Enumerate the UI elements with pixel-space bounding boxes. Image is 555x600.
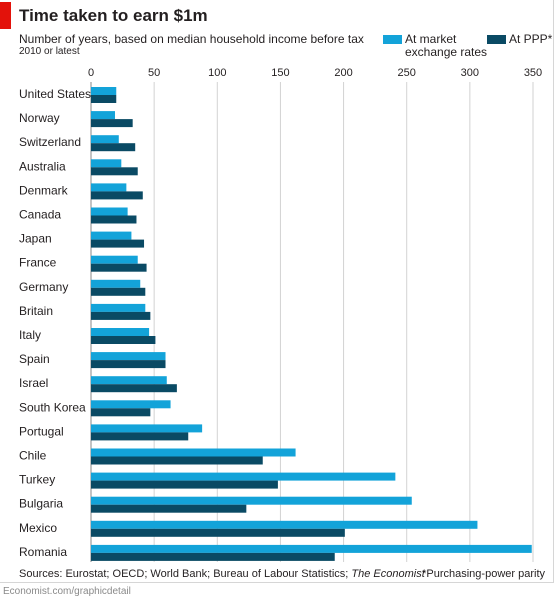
bar-ppp bbox=[91, 552, 335, 561]
category-label: Australia bbox=[19, 159, 66, 173]
bar-market bbox=[91, 255, 138, 264]
bar-ppp bbox=[91, 528, 345, 537]
footer-sources-italic: The Economist bbox=[351, 568, 425, 580]
bar-ppp bbox=[91, 167, 138, 176]
bar-ppp bbox=[91, 311, 151, 320]
bar-market bbox=[91, 400, 171, 409]
brand-tab bbox=[0, 2, 11, 29]
bar-market bbox=[91, 207, 128, 216]
footer-sources-text: Sources: Eurostat; OECD; World Bank; Bur… bbox=[19, 568, 352, 580]
category-label: Spain bbox=[19, 352, 50, 366]
category-label: France bbox=[19, 256, 57, 270]
x-tick-label: 200 bbox=[334, 67, 352, 79]
bar-ppp bbox=[91, 191, 143, 200]
footer-sources: Sources: Eurostat; OECD; World Bank; Bur… bbox=[19, 568, 425, 580]
x-tick-label: 350 bbox=[524, 67, 542, 79]
x-tick-label: 50 bbox=[148, 67, 160, 79]
bar-ppp bbox=[91, 95, 117, 103]
x-tick-label: 250 bbox=[398, 67, 416, 79]
bar-ppp bbox=[91, 215, 137, 224]
bar-market bbox=[91, 87, 117, 95]
category-label: Norway bbox=[19, 111, 60, 125]
bar-market bbox=[91, 303, 146, 312]
bar-market bbox=[91, 231, 132, 240]
category-label: Britain bbox=[19, 304, 53, 318]
bar-market bbox=[91, 544, 532, 553]
category-label: Bulgaria bbox=[19, 497, 63, 511]
category-label: United States bbox=[19, 87, 91, 101]
footer-url: Economist.com/graphicdetail bbox=[3, 586, 131, 597]
bar-ppp bbox=[91, 504, 247, 513]
bar-ppp bbox=[91, 143, 136, 152]
bar-market bbox=[91, 376, 167, 385]
category-label: Germany bbox=[19, 280, 68, 294]
category-label: South Korea bbox=[19, 400, 86, 414]
bar-market bbox=[91, 111, 115, 120]
bar-market bbox=[91, 135, 119, 144]
chart-subtitle: Number of years, based on median househo… bbox=[19, 32, 364, 46]
bar-market bbox=[91, 328, 150, 336]
bar-ppp bbox=[91, 480, 278, 489]
x-tick-label: 0 bbox=[88, 67, 94, 79]
bar-market bbox=[91, 448, 296, 457]
footer-note: *Purchasing-power parity bbox=[422, 568, 545, 580]
legend-label-ppp: At PPP* bbox=[509, 32, 553, 46]
bar-ppp bbox=[91, 360, 166, 369]
legend-label-market-line1: At market bbox=[405, 32, 457, 46]
legend-label-market: At market exchange rates bbox=[405, 33, 487, 59]
bar-ppp bbox=[91, 408, 151, 417]
chart-note: 2010 or latest bbox=[19, 46, 80, 57]
bar-ppp bbox=[91, 432, 189, 441]
bar-market bbox=[91, 183, 127, 192]
category-label: Israel bbox=[19, 376, 48, 390]
category-label: Chile bbox=[19, 449, 47, 463]
bar-market bbox=[91, 279, 141, 288]
category-label: Canada bbox=[19, 208, 61, 222]
bar-ppp bbox=[91, 119, 133, 128]
bar-ppp bbox=[91, 384, 177, 393]
bar-ppp bbox=[91, 287, 146, 296]
bar-ppp bbox=[91, 336, 156, 344]
bar-ppp bbox=[91, 263, 147, 272]
x-tick-label: 150 bbox=[271, 67, 289, 79]
bar-ppp bbox=[91, 239, 145, 248]
category-label: Italy bbox=[19, 328, 41, 342]
bar-market bbox=[91, 496, 412, 505]
legend-label-market-line2: exchange rates bbox=[405, 45, 488, 59]
bar-market bbox=[91, 159, 122, 168]
bar-market bbox=[91, 472, 396, 481]
bar-market bbox=[91, 424, 203, 433]
category-label: Portugal bbox=[19, 424, 64, 438]
bar-market bbox=[91, 352, 166, 361]
legend-swatch-market bbox=[383, 35, 402, 44]
category-label: Switzerland bbox=[19, 135, 81, 149]
chart-title: Time taken to earn $1m bbox=[19, 6, 208, 25]
x-tick-label: 100 bbox=[208, 67, 226, 79]
x-tick-label: 300 bbox=[461, 67, 479, 79]
category-label: Japan bbox=[19, 232, 52, 246]
bar-market bbox=[91, 520, 478, 529]
category-label: Turkey bbox=[19, 473, 55, 487]
category-label: Romania bbox=[19, 545, 67, 559]
legend-swatch-ppp bbox=[487, 35, 506, 44]
bar-ppp bbox=[91, 456, 263, 465]
category-label: Mexico bbox=[19, 521, 57, 535]
category-label: Denmark bbox=[19, 183, 69, 197]
